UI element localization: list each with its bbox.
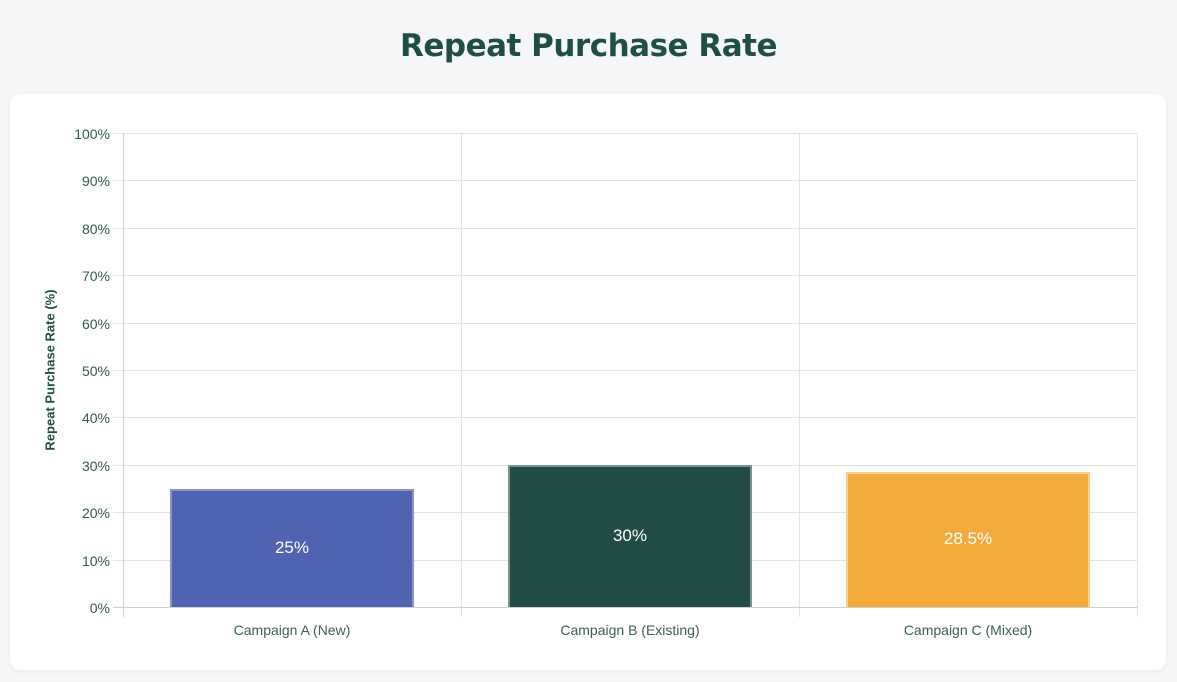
y-tick-label: 80% (81, 220, 110, 237)
y-tick-label: 30% (81, 457, 110, 474)
x-tick-label: Campaign A (New) (233, 622, 351, 638)
y-tick-label: 60% (81, 315, 110, 332)
y-tick-label: 50% (81, 362, 110, 379)
bar-value-label: 28.5% (943, 529, 993, 549)
y-tick-label: 90% (81, 172, 110, 189)
bar[interactable]: 30% (508, 464, 752, 607)
page-title: Repeat Purchase Rate (400, 28, 778, 64)
y-tick-label: 70% (81, 267, 110, 284)
bar-value-label: 30% (612, 525, 647, 545)
y-tick-label: 0% (89, 599, 110, 616)
y-tick-label: 10% (81, 552, 110, 569)
y-tick-label: 100% (74, 125, 110, 142)
y-tick-label: 40% (81, 409, 110, 426)
y-tick-label: 20% (81, 504, 110, 521)
bar[interactable]: 25% (170, 488, 414, 607)
bar-value-label: 25% (274, 537, 309, 557)
x-tick-label: Campaign B (Existing) (560, 622, 700, 638)
x-tick-label: Campaign C (Mixed) (903, 622, 1033, 638)
bar[interactable]: 28.5% (846, 471, 1090, 607)
